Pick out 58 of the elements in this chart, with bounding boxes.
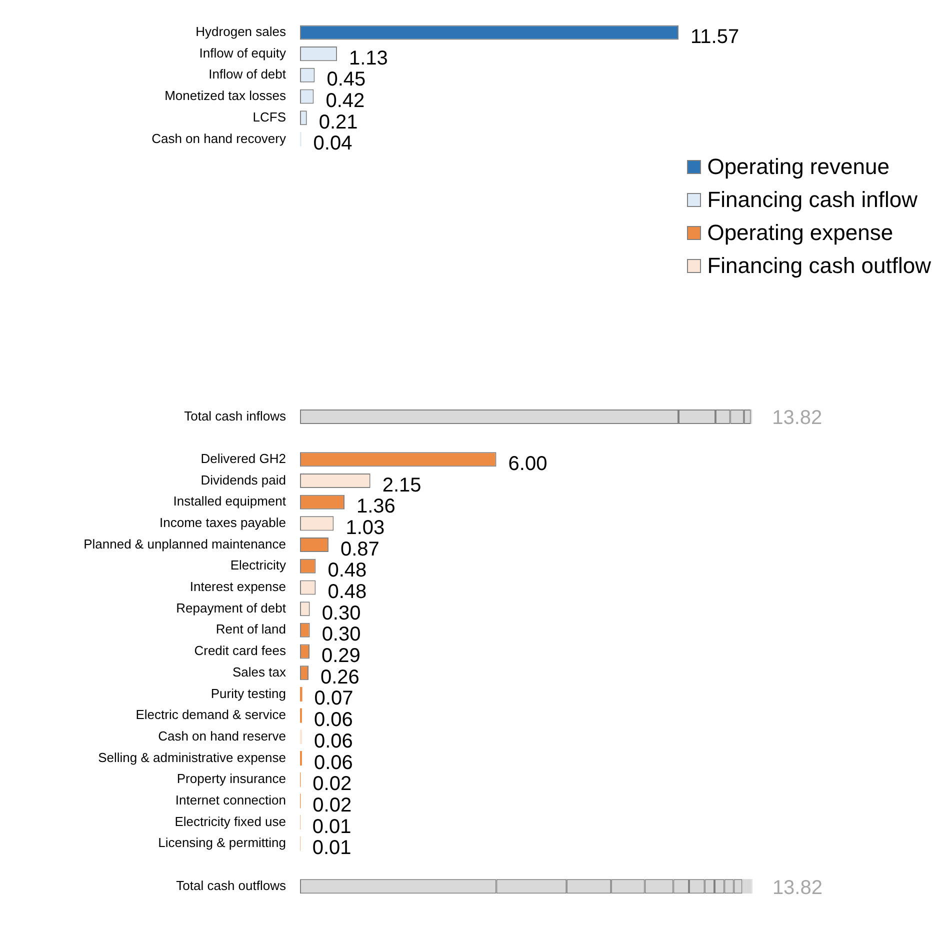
data-label: 2.15 xyxy=(382,474,422,496)
y-tick-label: Credit card fees xyxy=(194,643,286,658)
data-label: 0.21 xyxy=(318,111,358,134)
y-tick-label: Repayment of debt xyxy=(176,600,286,616)
y-tick-label: Income taxes payable xyxy=(160,515,286,530)
y-tick-label: Cash on hand recovery xyxy=(152,130,286,146)
y-tick-label: Dividends paid xyxy=(200,472,286,488)
data-label: 0.48 xyxy=(328,580,367,603)
data-label: 6.00 xyxy=(508,452,548,475)
data-label: 0.30 xyxy=(322,624,361,646)
y-tick-label: Licensing & permitting xyxy=(158,835,286,850)
data-label: 0.06 xyxy=(314,752,353,774)
data-label: 0.04 xyxy=(313,132,352,155)
legend-label: Operating expense xyxy=(707,220,894,246)
y-tick-label: Cash on hand reserve xyxy=(158,728,286,744)
legend-label: Financing cash outflow xyxy=(707,252,931,278)
data-label: 0.07 xyxy=(314,688,354,710)
total-label: 13.82 xyxy=(772,876,822,899)
data-label: 0.06 xyxy=(314,709,353,732)
data-label: 0.01 xyxy=(312,837,352,860)
y-tick-label: Electric demand & service xyxy=(136,707,286,722)
data-label: 0.02 xyxy=(312,773,352,796)
y-tick-label: Inflow of equity xyxy=(199,45,286,60)
y-tick-label: Rent of land xyxy=(216,622,286,637)
data-label: 0.06 xyxy=(314,730,353,752)
y-tick-label: Property insurance xyxy=(176,771,286,786)
y-tick-label: Monetized tax losses xyxy=(164,88,286,104)
y-tick-label: Delivered GH2 xyxy=(200,450,286,466)
total-label: 13.82 xyxy=(772,407,822,430)
y-tick-label: LCFS xyxy=(252,109,286,124)
data-label: 0.01 xyxy=(312,816,352,838)
y-tick-label: Selling & administrative expense xyxy=(98,750,286,765)
y-tick-label: Electricity fixed use xyxy=(174,814,286,829)
y-tick-label: Internet connection xyxy=(175,792,286,808)
y-tick-label: Purity testing xyxy=(210,686,286,701)
legend-label: Financing cash inflow xyxy=(707,186,918,212)
data-label: 0.26 xyxy=(320,666,360,688)
y-tick-label: Interest expense xyxy=(190,579,286,594)
y-tick-label: Total cash outflows xyxy=(176,878,286,893)
data-label: 0.45 xyxy=(326,68,366,91)
data-label: 1.36 xyxy=(356,496,396,518)
y-tick-label: Inflow of debt xyxy=(208,66,286,82)
data-label: 0.30 xyxy=(322,602,361,624)
y-tick-label: Hydrogen sales xyxy=(196,24,286,40)
y-tick-label: Sales tax xyxy=(232,664,286,680)
data-label: 1.03 xyxy=(346,516,385,539)
y-tick-label: Installed equipment xyxy=(173,494,286,509)
data-label: 0.48 xyxy=(328,560,367,582)
y-tick-label: Total cash inflows xyxy=(184,408,286,424)
data-label: 0.29 xyxy=(321,645,360,668)
data-label: 0.02 xyxy=(312,794,352,816)
legend-label: Operating revenue xyxy=(707,154,890,180)
data-label: 0.87 xyxy=(340,538,380,560)
data-label: 11.57 xyxy=(690,26,740,48)
y-tick-label: Planned & unplanned maintenance xyxy=(84,536,286,552)
data-label: 0.42 xyxy=(326,90,365,112)
data-label: 1.13 xyxy=(348,47,388,70)
y-tick-label: Electricity xyxy=(230,558,286,573)
